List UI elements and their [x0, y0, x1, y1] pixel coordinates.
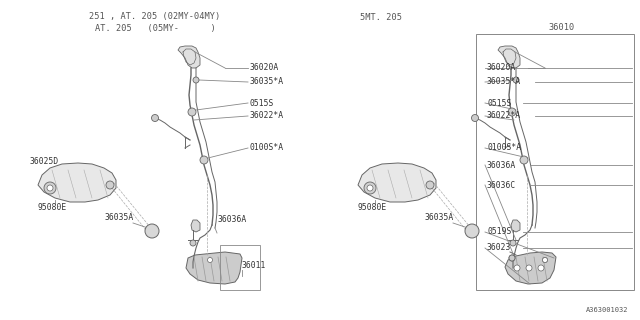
Circle shape: [188, 108, 196, 116]
Circle shape: [152, 115, 159, 122]
Text: 36036C: 36036C: [487, 180, 516, 189]
Text: 0519S: 0519S: [487, 228, 511, 236]
Text: 95080E: 95080E: [38, 204, 67, 212]
Circle shape: [543, 258, 547, 262]
Text: 36036A: 36036A: [487, 161, 516, 170]
Text: 36035*A: 36035*A: [487, 77, 521, 86]
Text: 0100S*A: 0100S*A: [487, 143, 521, 153]
Bar: [220, 245, 260, 290]
Text: 36023: 36023: [487, 244, 511, 252]
Polygon shape: [191, 220, 200, 232]
Circle shape: [510, 240, 516, 246]
Circle shape: [472, 115, 479, 122]
Text: 36035A: 36035A: [425, 213, 454, 222]
Circle shape: [520, 156, 528, 164]
Text: 36025D: 36025D: [30, 157, 60, 166]
Circle shape: [426, 181, 434, 189]
Circle shape: [465, 224, 479, 238]
Circle shape: [538, 265, 544, 271]
Circle shape: [508, 108, 516, 116]
Circle shape: [207, 258, 212, 262]
Text: 5MT. 205: 5MT. 205: [360, 12, 402, 21]
Circle shape: [509, 255, 515, 261]
Circle shape: [145, 224, 159, 238]
Polygon shape: [498, 46, 520, 68]
Circle shape: [509, 255, 515, 261]
Circle shape: [44, 182, 56, 194]
Text: 36036A: 36036A: [218, 215, 247, 225]
Polygon shape: [511, 220, 520, 232]
Circle shape: [513, 77, 519, 83]
Circle shape: [543, 258, 547, 262]
Text: 36035A: 36035A: [105, 213, 134, 222]
Text: 36035*A: 36035*A: [250, 77, 284, 86]
Circle shape: [193, 77, 199, 83]
Circle shape: [47, 185, 53, 191]
Text: 251 , AT. 205 (02MY-04MY): 251 , AT. 205 (02MY-04MY): [90, 12, 221, 21]
Circle shape: [526, 265, 532, 271]
Polygon shape: [186, 252, 242, 284]
Text: 0515S: 0515S: [250, 99, 275, 108]
Circle shape: [514, 265, 520, 271]
Text: 36020A: 36020A: [487, 63, 516, 73]
Text: AT. 205   (05MY-      ): AT. 205 (05MY- ): [95, 23, 216, 33]
Circle shape: [106, 181, 114, 189]
Polygon shape: [358, 163, 436, 202]
Circle shape: [367, 185, 373, 191]
Text: 36022*A: 36022*A: [250, 111, 284, 121]
Text: 0100S*A: 0100S*A: [250, 143, 284, 153]
Polygon shape: [178, 46, 200, 68]
Text: A363001032: A363001032: [586, 307, 628, 313]
Text: 36011: 36011: [242, 260, 266, 269]
Polygon shape: [505, 252, 556, 284]
Bar: [476, 34, 634, 290]
Text: 36010: 36010: [549, 22, 575, 31]
Circle shape: [200, 156, 208, 164]
Polygon shape: [38, 163, 116, 202]
Circle shape: [364, 182, 376, 194]
Circle shape: [190, 240, 196, 246]
Text: 36020A: 36020A: [250, 63, 279, 73]
Text: 0515S: 0515S: [487, 99, 511, 108]
Text: 95080E: 95080E: [358, 204, 387, 212]
Text: 36022*A: 36022*A: [487, 111, 521, 121]
